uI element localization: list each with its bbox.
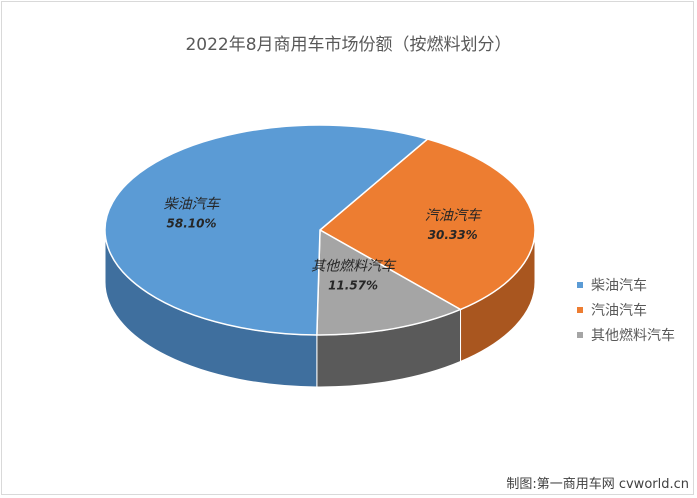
credit-text: 制图:第一商用车网 cvworld.cn <box>506 477 689 492</box>
legend-label-diesel: 柴油汽车 <box>591 277 647 294</box>
legend-item-gasoline: 汽油汽车 <box>577 297 675 322</box>
legend-swatch-diesel <box>577 281 583 288</box>
legend-label-other: 其他燃料汽车 <box>591 327 675 344</box>
legend-label-gasoline: 汽油汽车 <box>591 302 647 319</box>
data-label-value-other: 11.57% <box>328 278 378 292</box>
legend: 柴油汽车 汽油汽车 其他燃料汽车 <box>577 272 675 347</box>
data-label-name-other: 其他燃料汽车 <box>311 258 397 274</box>
data-label-value-gasoline: 30.33% <box>428 228 478 242</box>
data-label-value-diesel: 58.10% <box>167 217 217 231</box>
legend-swatch-gasoline <box>577 306 583 313</box>
chart-title: 2022年8月商用车市场份额（按燃料划分） <box>185 35 512 55</box>
data-label-name-gasoline: 汽油汽车 <box>425 208 483 224</box>
legend-item-diesel: 柴油汽车 <box>577 272 675 297</box>
pie-slice-other <box>316 228 463 336</box>
pie-slice-diesel <box>104 124 430 336</box>
pie-slice-gasoline <box>318 138 536 311</box>
legend-swatch-other <box>577 331 583 338</box>
data-label-name-diesel: 柴油汽车 <box>163 197 221 213</box>
legend-item-other: 其他燃料汽车 <box>577 322 675 347</box>
